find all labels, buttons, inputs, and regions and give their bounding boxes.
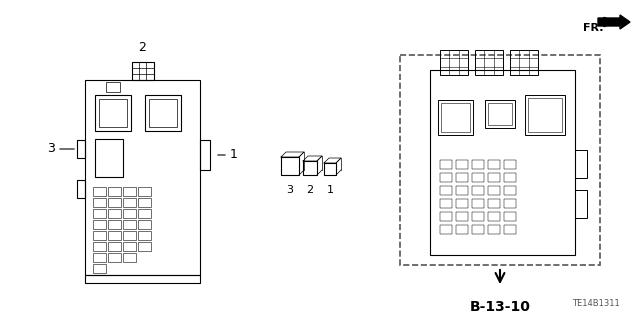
Text: 1: 1 xyxy=(230,149,238,161)
Bar xyxy=(93,209,106,218)
Bar xyxy=(138,231,151,240)
Bar xyxy=(303,161,317,175)
Bar xyxy=(440,212,452,221)
Bar xyxy=(472,225,484,234)
Bar xyxy=(472,173,484,182)
Text: 1: 1 xyxy=(326,185,333,195)
Bar xyxy=(108,242,121,251)
Bar xyxy=(123,242,136,251)
Bar xyxy=(488,225,500,234)
Bar xyxy=(138,187,151,196)
Bar xyxy=(528,98,562,132)
Bar xyxy=(504,186,516,195)
Bar xyxy=(108,187,121,196)
Bar xyxy=(138,220,151,229)
Bar xyxy=(93,198,106,207)
Bar xyxy=(123,231,136,240)
Bar xyxy=(131,62,154,80)
Bar xyxy=(85,80,200,275)
Bar xyxy=(472,160,484,169)
Bar xyxy=(525,95,565,135)
Bar xyxy=(488,212,500,221)
Text: 3: 3 xyxy=(287,185,294,195)
Bar xyxy=(440,160,452,169)
Bar xyxy=(95,95,131,131)
Text: B-13-10: B-13-10 xyxy=(470,300,531,314)
Bar xyxy=(575,190,587,218)
Bar xyxy=(93,242,106,251)
Bar xyxy=(456,225,468,234)
Bar xyxy=(504,212,516,221)
Bar xyxy=(488,103,512,125)
Bar xyxy=(93,220,106,229)
Bar xyxy=(123,209,136,218)
Bar xyxy=(93,253,106,262)
Bar xyxy=(472,199,484,208)
Bar xyxy=(504,199,516,208)
Bar xyxy=(123,198,136,207)
Text: 3: 3 xyxy=(47,143,55,155)
Bar xyxy=(488,186,500,195)
Bar xyxy=(441,103,470,132)
Bar xyxy=(488,199,500,208)
Bar xyxy=(504,225,516,234)
Bar xyxy=(324,163,336,175)
Text: FR.: FR. xyxy=(583,23,604,33)
Bar xyxy=(138,198,151,207)
Bar xyxy=(440,173,452,182)
Bar xyxy=(106,82,120,92)
Bar xyxy=(456,186,468,195)
Bar xyxy=(440,225,452,234)
Bar xyxy=(95,139,123,177)
Bar xyxy=(472,186,484,195)
Bar xyxy=(93,264,106,273)
Bar xyxy=(108,253,121,262)
Bar xyxy=(99,99,127,127)
Bar xyxy=(504,160,516,169)
Bar xyxy=(108,198,121,207)
Bar xyxy=(488,173,500,182)
Bar xyxy=(575,150,587,178)
Bar xyxy=(430,70,575,255)
Bar xyxy=(108,209,121,218)
Bar xyxy=(440,199,452,208)
Bar xyxy=(504,173,516,182)
Bar xyxy=(77,140,85,158)
Bar xyxy=(123,253,136,262)
Bar xyxy=(456,212,468,221)
Bar xyxy=(85,275,200,283)
Bar xyxy=(281,157,299,175)
Bar xyxy=(400,55,600,265)
Bar xyxy=(108,231,121,240)
Bar xyxy=(488,160,500,169)
Bar xyxy=(456,173,468,182)
Bar xyxy=(123,220,136,229)
FancyArrow shape xyxy=(598,15,630,29)
Bar xyxy=(475,50,503,75)
Bar xyxy=(456,199,468,208)
Bar xyxy=(138,242,151,251)
Text: TE14B1311: TE14B1311 xyxy=(572,299,620,308)
Bar xyxy=(93,187,106,196)
Bar xyxy=(438,100,473,135)
Bar xyxy=(485,100,515,128)
Bar xyxy=(145,95,181,131)
Bar xyxy=(138,209,151,218)
Text: 2: 2 xyxy=(139,41,147,54)
Bar xyxy=(77,180,85,198)
Bar xyxy=(440,186,452,195)
Bar xyxy=(149,99,177,127)
Text: 2: 2 xyxy=(307,185,314,195)
Bar xyxy=(456,160,468,169)
Bar xyxy=(200,140,210,170)
Bar xyxy=(472,212,484,221)
Bar xyxy=(123,187,136,196)
Bar xyxy=(440,50,468,75)
Bar xyxy=(510,50,538,75)
Bar xyxy=(108,220,121,229)
Bar xyxy=(93,231,106,240)
